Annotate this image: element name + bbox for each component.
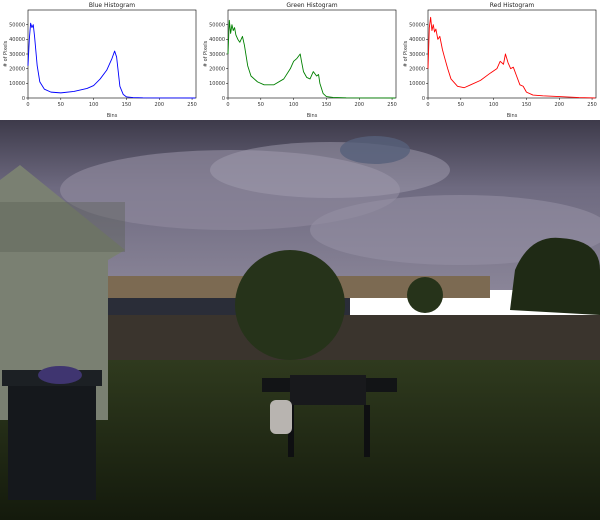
x-tick-label: 200	[354, 102, 364, 108]
fence	[100, 315, 600, 363]
y-tick-label: 20000	[409, 66, 425, 72]
y-tick-label: 50000	[409, 22, 425, 28]
red-histogram-chart: Red Histogram Bins # of Pixels 0 50 100 150…	[403, 2, 597, 119]
x-axis-label: Bins	[107, 113, 118, 119]
x-tick-label: 50	[258, 102, 264, 108]
y-tick-label: 0	[222, 96, 225, 102]
x-tick-label: 50	[458, 102, 464, 108]
x-tick-label: 250	[187, 102, 197, 108]
cloud	[210, 142, 450, 198]
x-tick-label: 150	[522, 102, 532, 108]
y-axis-label: # of Pixels	[203, 40, 209, 67]
chart-title: Green Histogram	[286, 2, 337, 9]
treeline	[510, 237, 600, 315]
histogram-line	[227, 19, 396, 99]
x-tick-label: 200	[554, 102, 564, 108]
histogram-panel: Blue Histogram Bins # of Pixels 0 50 100 15…	[0, 0, 600, 120]
bush	[407, 277, 443, 313]
y-tick-label: 30000	[209, 52, 225, 58]
x-tick-label: 50	[58, 102, 64, 108]
y-tick-label: 50000	[209, 22, 225, 28]
y-tick-label: 30000	[409, 52, 425, 58]
chart-title: Blue Histogram	[89, 2, 135, 9]
x-tick-label: 0	[426, 102, 429, 108]
gas-bottle	[270, 400, 292, 434]
plot-frame	[427, 9, 597, 99]
plot-frame	[227, 9, 397, 99]
x-tick-label: 250	[387, 102, 397, 108]
y-tick-label: 30000	[9, 52, 25, 58]
y-tick-label: 50000	[9, 22, 25, 28]
bush	[235, 250, 345, 360]
x-tick-label: 100	[89, 102, 99, 108]
y-tick-label: 0	[22, 96, 25, 102]
y-tick-label: 40000	[409, 37, 425, 43]
y-tick-label: 10000	[209, 81, 225, 87]
x-tick-label: 0	[226, 102, 229, 108]
wheelie-bin	[8, 380, 96, 500]
green-histogram-chart: Green Histogram Bins # of Pixels 0 50 100 1…	[203, 2, 397, 119]
chart-title: Red Histogram	[490, 2, 535, 9]
x-tick-label: 200	[154, 102, 164, 108]
y-tick-label: 20000	[9, 66, 25, 72]
sky-gap	[340, 136, 410, 164]
x-tick-label: 100	[289, 102, 299, 108]
x-axis-label: Bins	[307, 113, 318, 119]
y-tick-label: 20000	[209, 66, 225, 72]
x-tick-label: 100	[489, 102, 499, 108]
backyard-photo	[0, 120, 600, 520]
cloud	[310, 195, 600, 265]
bbq-leg	[364, 405, 370, 457]
house-wall	[0, 165, 125, 420]
x-axis-label: Bins	[507, 113, 518, 119]
y-tick-label: 10000	[409, 81, 425, 87]
bbq-body	[290, 375, 366, 405]
x-tick-label: 150	[122, 102, 132, 108]
bin-bag	[38, 366, 82, 384]
y-tick-label: 40000	[209, 37, 225, 43]
blue-histogram-chart: Blue Histogram Bins # of Pixels 0 50 100 15…	[3, 2, 197, 119]
histogram-line	[427, 16, 596, 99]
house-eave	[0, 202, 125, 252]
plot-frame	[27, 9, 197, 99]
y-tick-label: 40000	[9, 37, 25, 43]
y-axis-label: # of Pixels	[3, 40, 9, 67]
y-tick-label: 10000	[9, 81, 25, 87]
x-tick-label: 150	[322, 102, 332, 108]
y-axis-label: # of Pixels	[403, 40, 409, 67]
x-tick-label: 250	[587, 102, 597, 108]
y-tick-label: 0	[422, 96, 425, 102]
x-tick-label: 0	[26, 102, 29, 108]
histogram-line	[27, 22, 196, 99]
